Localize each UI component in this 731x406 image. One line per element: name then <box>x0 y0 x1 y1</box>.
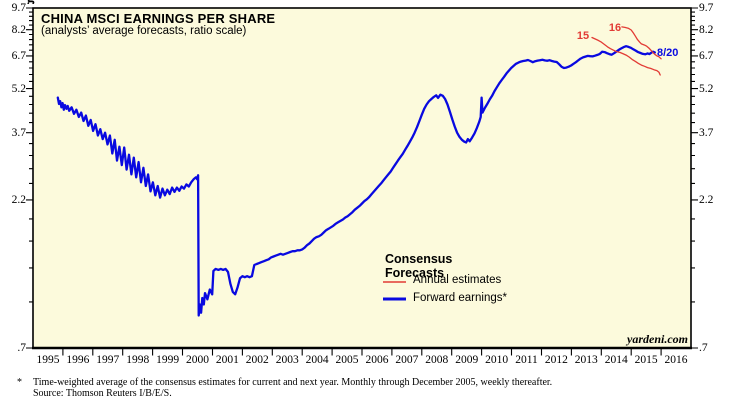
footnote-asterisk: * <box>17 377 22 388</box>
x-axis-label-year: 2008 <box>425 354 449 366</box>
x-axis-label-year: 2007 <box>395 354 419 366</box>
x-axis-label-year: 2004 <box>305 354 329 366</box>
cropped-page-text: g <box>27 0 53 4</box>
series-forward-earnings <box>56 45 656 317</box>
y-axis-label-right: 2.2 <box>699 193 714 206</box>
y-axis-label-left: 9.7 <box>11 2 26 14</box>
x-axis-label-year: 2003 <box>275 354 299 366</box>
legend-label-annual-estimates: Annual estimates <box>413 274 502 286</box>
x-axis-label-year: 1997 <box>96 354 120 366</box>
x-axis-label-year: 1996 <box>66 354 90 366</box>
x-axis-label-year: 2010 <box>485 354 509 366</box>
x-axis-label-year: 2005 <box>335 354 359 366</box>
y-axis-label-left: 8.2 <box>11 23 26 36</box>
footnote-line1: Time-weighted average of the consensus e… <box>33 377 553 388</box>
annotation-2015-estimate: 15 <box>576 30 590 42</box>
x-axis-label-year: 2002 <box>245 354 269 366</box>
y-axis-label-right: 5.2 <box>699 82 714 95</box>
x-axis-label-year: 1998 <box>126 354 150 366</box>
y-axis-label-right: 3.7 <box>699 126 714 139</box>
legend-title: Consensus Forecasts <box>385 252 453 280</box>
x-axis-label-year: 2000 <box>186 354 209 366</box>
series-15 <box>591 36 661 76</box>
y-axis-label-right: 6.7 <box>699 49 714 62</box>
x-axis-label-year: 2012 <box>544 354 568 366</box>
y-axis-label-left: 2.2 <box>11 193 26 206</box>
y-axis-label-right: .7 <box>699 342 708 354</box>
x-axis-label-year: 2014 <box>604 354 628 366</box>
forward-earnings-line-swatch <box>383 297 406 301</box>
annotation-last-date: 8/20 <box>657 47 679 59</box>
yardeni-watermark: yardeni.com <box>627 332 688 346</box>
y-axis-label-left: .7 <box>17 342 26 354</box>
y-axis-label-left: 5.2 <box>11 82 26 95</box>
y-axis-label-right: 8.2 <box>699 23 714 36</box>
annotation-2016-estimate: 16 <box>608 22 622 34</box>
y-axis-label-right: 9.7 <box>699 2 714 14</box>
x-axis-label-year: 2015 <box>634 354 658 366</box>
y-axis-label-left: 3.7 <box>11 126 26 139</box>
footnote-source: Source: Thomson Reuters I/B/E/S. <box>33 388 172 399</box>
x-axis-label-year: 2011 <box>515 354 538 366</box>
x-axis-label-year: 2001 <box>215 354 239 366</box>
x-axis-label-year: 2013 <box>574 354 598 366</box>
series-16 <box>621 26 662 60</box>
annual-estimates-line-swatch <box>383 281 406 283</box>
x-axis-label-year: 2016 <box>664 354 688 366</box>
chart-title: CHINA MSCI EARNINGS PER SHARE <box>41 11 276 26</box>
chart-subtitle: (analysts’ average forecasts, ratio scal… <box>41 25 247 37</box>
x-axis-label-year: 2006 <box>365 354 389 366</box>
legend-label-forward-earnings: Forward earnings* <box>413 292 507 304</box>
y-axis-label-left: 6.7 <box>11 49 26 62</box>
x-axis-label-year: 1995 <box>36 354 60 366</box>
x-axis-label-year: 1999 <box>156 354 180 366</box>
x-axis-label-year: 2009 <box>455 354 479 366</box>
